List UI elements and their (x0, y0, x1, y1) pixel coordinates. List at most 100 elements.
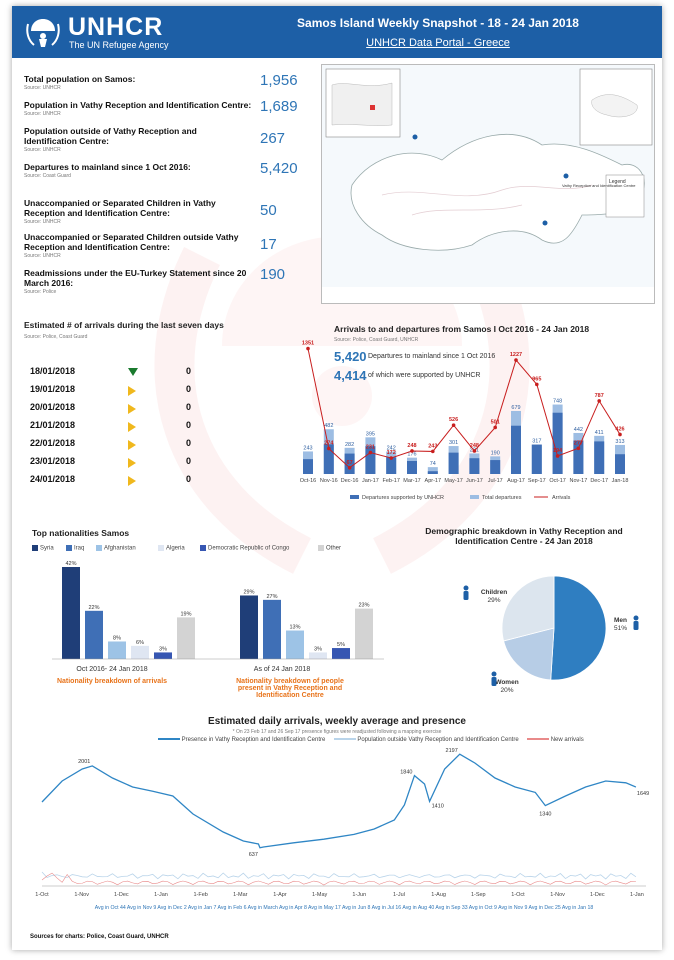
nationality-value-label: 3% (314, 646, 322, 652)
supported-departures-bar (344, 453, 355, 474)
stat-readmissions: Readmissions under the EU-Turkey Stateme… (24, 266, 286, 295)
nationality-bar (62, 567, 80, 659)
supported-departures-bar (531, 444, 542, 474)
x-tick-label: 1-Dec (114, 892, 129, 898)
x-tick-label: 1-Apr (273, 892, 287, 898)
arrivals-point (306, 346, 310, 351)
presence-annotation: 1840 (400, 770, 412, 776)
arrivals-label: 787 (595, 393, 604, 399)
pie-slice (503, 627, 555, 681)
page-title: Samos Island Weekly Snapshot - 18 - 24 J… (297, 16, 579, 30)
x-tick-label: Jul-17 (488, 478, 503, 484)
nationality-bar (85, 610, 103, 659)
x-tick-label: Mar-17 (403, 478, 420, 484)
arrivals-point (431, 449, 435, 454)
arrival-count: 0 (186, 384, 192, 394)
trend-flat-icon (128, 386, 136, 396)
x-tick-label: Dec-17 (590, 478, 608, 484)
person-icon (633, 615, 639, 630)
nationality-bar (177, 617, 195, 659)
total-departures-label: 442 (574, 427, 583, 433)
total-departures-label: 176 (407, 452, 416, 458)
presence-annotation: 1649 (637, 791, 649, 797)
nationality-bar (263, 599, 281, 659)
x-tick-label: Sep-17 (528, 478, 546, 484)
arrivals7-source: Source: Police, Coast Guard (24, 334, 88, 340)
supported-highlight-value: 4,414 (334, 368, 367, 383)
pie-slice-value: 20% (500, 687, 513, 694)
total-departures-label: 242 (387, 446, 396, 452)
supported-departures-bar (552, 412, 563, 474)
supported-departures-bar (448, 452, 459, 474)
arrivals-label: 67 (347, 460, 353, 466)
total-departures-label: 482 (324, 423, 333, 429)
trend-flat-icon (128, 476, 136, 486)
arrivals-label: 501 (491, 419, 500, 425)
arrival-date: 19/01/2018 (30, 384, 76, 394)
nationality-legend-item: Afghanistan (96, 545, 136, 552)
x-tick-label: 1-Aug (431, 892, 446, 898)
x-tick-label: Feb-17 (382, 478, 399, 484)
total-departures-label: 301 (449, 440, 458, 446)
ad-chart-title: Arrivals to and departures from Samos I … (334, 324, 590, 334)
total-departures-label: 313 (615, 439, 624, 445)
vathy-rc-label: Vathy Reception and Identification Centr… (562, 183, 636, 188)
departures-highlight-text: Departures to mainland since 1 Oct 2016 (368, 353, 496, 360)
person-icon (463, 585, 469, 600)
unhcr-logo-icon (26, 19, 60, 47)
trend-down-icon (128, 368, 138, 376)
arrival-date: 24/01/2018 (30, 474, 76, 484)
nationalities-chart: 42% 22% 8% 6% 3% 19% 29% 27% 13% 3% 5% 23% (52, 561, 384, 660)
arrivals-point (514, 358, 518, 362)
arrivals-label: 172 (387, 450, 396, 456)
x-tick-label: Jan-17 (362, 478, 379, 484)
arrivals-label: 248 (407, 443, 416, 449)
nationality-legend-item: Algeria (158, 545, 185, 552)
arrival-row: 19/01/2018 0 (30, 384, 192, 398)
trend-flat-icon (128, 404, 136, 414)
supported-departures-bar (427, 471, 438, 474)
daily-chart-title: Estimated daily arrivals, weekly average… (208, 716, 466, 727)
arrivals-point (347, 465, 352, 470)
legend-swatch (350, 495, 359, 499)
arrivals-label: 426 (615, 426, 624, 432)
nat-group2-label: As of 24 Jan 2018 (253, 666, 311, 673)
arrivals-point (555, 454, 560, 458)
total-departures-label: 282 (345, 442, 354, 448)
arrival-count: 0 (186, 366, 192, 376)
arrivals-label: 1351 (302, 341, 314, 347)
arrival-count: 0 (186, 438, 192, 448)
arrival-date: 22/01/2018 (30, 438, 76, 448)
nationality-bar (332, 648, 350, 659)
supported-departures-bar (323, 444, 334, 474)
total-departures-label: 317 (532, 439, 541, 445)
x-tick-label: 1-Sep (471, 892, 486, 898)
supported-departures-bar (573, 440, 584, 474)
supported-highlight-text: of which were supported by UNHCR (368, 372, 481, 379)
arrivals-point (535, 382, 539, 387)
arrivals-label: 965 (532, 376, 541, 382)
arrivals-point (451, 423, 456, 427)
nationality-value-label: 42% (65, 561, 76, 567)
stat-vathy-population: Population in Vathy Reception and Identi… (24, 98, 298, 117)
nationality-bar (309, 652, 327, 659)
legend-swatch (470, 495, 479, 499)
daily-presence-chart: 2001 637 1840 1410 2197 1340 1649 1-Oct 1-Nov 1-D… (35, 748, 649, 911)
arrival-date: 20/01/2018 (30, 402, 76, 412)
x-tick-label: 1-Oct (511, 892, 525, 898)
x-tick-label: 1-Nov (550, 892, 565, 898)
data-portal-link[interactable]: UNHCR Data Portal - Greece (366, 37, 510, 49)
arrival-date: 18/01/2018 (30, 366, 76, 376)
pie-slice-value: 29% (487, 597, 500, 604)
presence-annotation: 637 (249, 852, 258, 858)
presence-annotation: 2197 (446, 748, 458, 754)
x-tick-label: Oct-17 (549, 478, 566, 484)
pie-slice-label: Children (481, 589, 507, 596)
total-departures-label: 74 (430, 461, 436, 467)
nationality-legend-item: Other (318, 545, 341, 552)
nationality-legend-item: Iraq (66, 545, 84, 552)
arrivals-label: 231 (366, 445, 375, 451)
snapshot-page: UNHCR The UN Refugee Agency Samos Island… (12, 6, 662, 950)
presence-annotation: 2001 (78, 759, 90, 765)
x-tick-label: 1-Jan (154, 892, 168, 898)
